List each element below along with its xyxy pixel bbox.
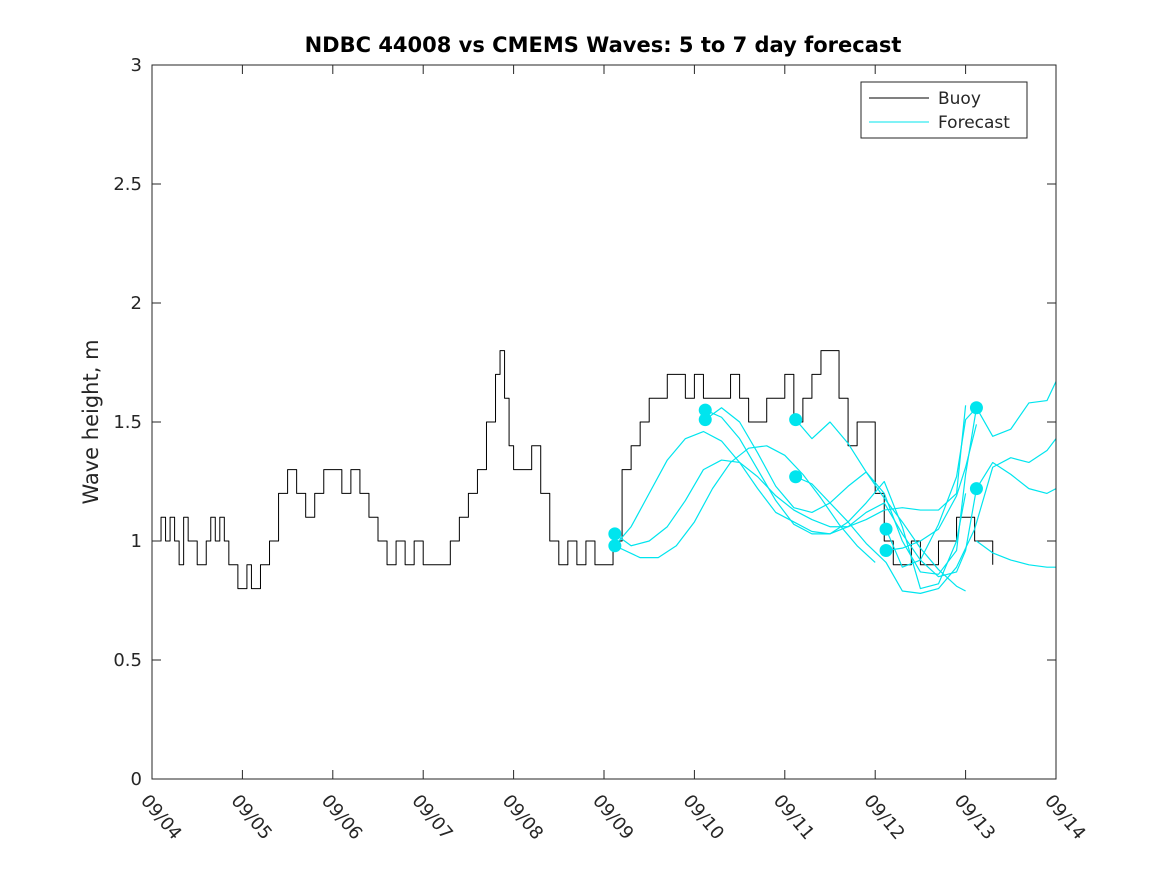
- forecast-series-line-8: [885, 407, 977, 568]
- chart-title: NDBC 44008 vs CMEMS Waves: 5 to 7 day fo…: [305, 33, 902, 57]
- y-tick-label: 1.5: [113, 412, 142, 433]
- forecast-start-marker: [969, 401, 983, 415]
- plot-area: [152, 65, 1056, 779]
- legend-label-forecast: Forecast: [938, 113, 1010, 133]
- y-axis-ticks: 0 0.5 1 1.5 2 2.5 3: [113, 55, 1056, 790]
- forecast-series-line-6: [795, 419, 966, 592]
- forecast-series-line-11: [975, 461, 1057, 494]
- forecast-start-markers: [608, 401, 983, 558]
- forecast-start-marker: [608, 539, 622, 553]
- y-tick-label: 2.5: [113, 174, 142, 195]
- y-tick-label: 0.5: [113, 650, 142, 671]
- buoy-series-line: [152, 350, 994, 590]
- forecast-start-marker: [698, 413, 712, 427]
- forecast-series-line-3: [614, 430, 978, 578]
- forecast-start-marker: [698, 403, 712, 417]
- legend-box: [860, 81, 1028, 139]
- forecast-series-line-2: [614, 405, 967, 547]
- forecast-start-marker: [608, 527, 622, 541]
- forecast-series-line-12: [976, 540, 1056, 568]
- forecast-series-line-4: [704, 407, 978, 575]
- forecast-series-line-7: [795, 438, 1057, 594]
- y-tick-label: 2: [131, 293, 142, 314]
- y-tick-label: 1: [131, 531, 142, 552]
- buoy-series-layer: [152, 350, 994, 590]
- forecast-series-line-9: [885, 424, 978, 552]
- forecast-start-marker: [879, 522, 893, 536]
- forecast-series-line-1: [614, 445, 876, 563]
- forecast-series-line-5: [705, 409, 967, 590]
- y-tick-label: 3: [131, 55, 142, 76]
- y-tick-label: 0: [131, 769, 142, 790]
- forecast-start-marker: [879, 544, 893, 558]
- y-axis-label: Wave height, m: [79, 339, 103, 504]
- forecast-series-line-10: [975, 381, 1057, 437]
- forecast-start-marker: [969, 482, 983, 496]
- forecast-series-layer: [614, 381, 1057, 594]
- legend-label-buoy: Buoy: [938, 89, 981, 109]
- forecast-start-marker: [789, 413, 803, 427]
- legend: Buoy Forecast: [860, 81, 1028, 139]
- forecast-start-marker: [789, 470, 803, 484]
